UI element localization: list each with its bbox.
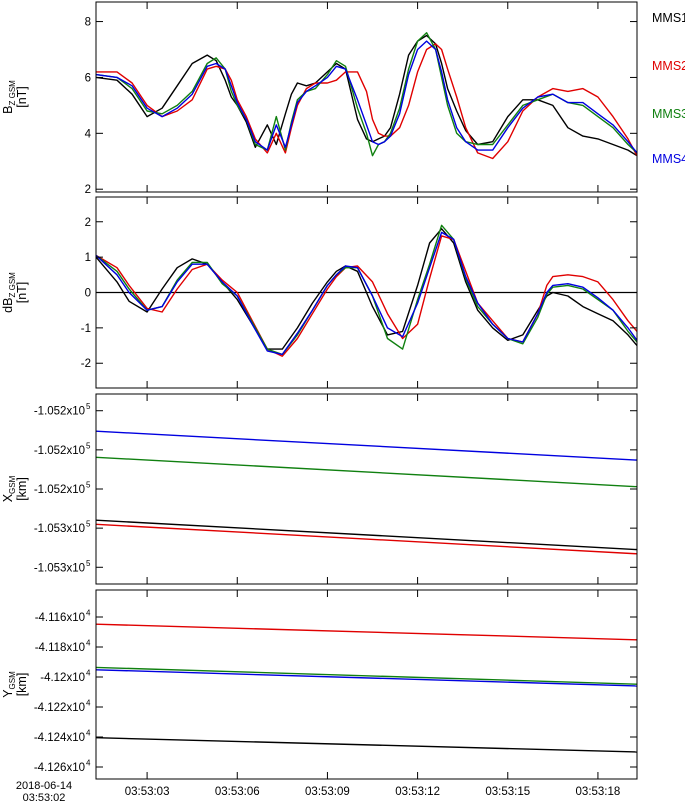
panel-dbz: -2 -1 0 1 2 dBZ GSM[nT] xyxy=(1,196,638,389)
series-mms2-line xyxy=(96,43,637,160)
y-tick-exponent: 4 xyxy=(86,669,91,678)
y-tick-label: -1.053x10 xyxy=(34,523,85,535)
x-tick-label: 03:53:12 xyxy=(395,786,440,798)
panel-frame xyxy=(95,589,638,780)
y-tick-label: 4 xyxy=(85,128,92,140)
series-group xyxy=(96,430,637,555)
series-mms3-line xyxy=(96,224,637,356)
y-tick-label: -1.052x10 xyxy=(34,484,85,496)
y-tick-label: -4.118x10 xyxy=(35,642,85,654)
y-tick-label: 0 xyxy=(85,288,91,300)
x-tick-label: 03:53:09 xyxy=(305,786,350,798)
panel-frame xyxy=(95,393,638,585)
y-axis-label-subscript: GSM xyxy=(8,475,17,494)
y-tick-label: 8 xyxy=(85,17,91,29)
y-axis-unit: [km] xyxy=(15,673,29,697)
x-tick-label: 03:53:18 xyxy=(576,786,621,798)
series-mms1-line xyxy=(96,519,637,551)
legend-mms2: MMS2 xyxy=(652,59,685,73)
y-tick-label: -1 xyxy=(81,323,91,335)
y-axis-label: YGSM xyxy=(1,671,17,698)
y-tick-label: -4.12x10 xyxy=(40,672,85,684)
y-axis-label-main: dB xyxy=(1,298,15,313)
y-tick-label: -1.053x10 xyxy=(34,562,85,574)
y-axis-label-main: X xyxy=(1,493,15,502)
time-axis: 2018-06-14 03:53:02 03:53:03 03:53:06 03:5… xyxy=(16,780,620,804)
series-mms3-line xyxy=(96,456,637,488)
date-label: 2018-06-14 xyxy=(16,780,72,792)
series-mms4-line xyxy=(96,231,637,356)
y-tick-label: -2 xyxy=(81,358,91,370)
series-mms4-line xyxy=(96,669,637,687)
series-mms1-line xyxy=(96,737,637,753)
y-axis-label-subscript: GSM xyxy=(8,671,17,690)
x-tick-label: 03:53:06 xyxy=(215,786,260,798)
legend-mms4: MMS4 xyxy=(652,152,685,166)
legend: MMS1 MMS2 MMS3 MMS4 xyxy=(652,11,685,166)
y-tick-exponent: 5 xyxy=(86,402,91,411)
series-mms4-line xyxy=(96,430,637,461)
y-axis-label-main: Y xyxy=(1,689,15,698)
y-tick-label: -4.116x10 xyxy=(35,612,85,624)
series-group xyxy=(96,224,637,357)
y-tick-exponent: 5 xyxy=(86,441,91,450)
y-axis-unit: [km] xyxy=(15,477,29,501)
y-axis-label-subscript: Z GSM xyxy=(8,80,17,106)
panel-bz: 2 4 6 8 BZ GSM[nT] xyxy=(1,1,638,196)
y-tick-label: -1.052x10 xyxy=(34,406,85,418)
panel-xgsm: -1.052x10 5-1.052x10 5-1.052x10 5-1.053x10 5… xyxy=(1,393,638,585)
y-tick-exponent: 4 xyxy=(86,729,91,738)
y-tick-label: 2 xyxy=(85,217,91,229)
y-tick-exponent: 5 xyxy=(86,520,91,529)
y-tick-exponent: 5 xyxy=(86,559,91,568)
y-axis-unit: [nT] xyxy=(15,86,29,108)
panel-frame xyxy=(95,1,638,193)
y-axis-label: XGSM xyxy=(1,475,17,502)
legend-mms3: MMS3 xyxy=(652,107,685,121)
y-tick-exponent: 4 xyxy=(86,759,91,768)
series-mms2-line xyxy=(96,235,637,357)
series-mms4-line xyxy=(96,40,637,154)
y-tick-exponent: 4 xyxy=(86,609,91,618)
series-group xyxy=(96,32,637,160)
y-tick-label: -4.122x10 xyxy=(34,702,85,714)
y-tick-label: -4.126x10 xyxy=(34,762,85,774)
y-tick-label: -1.052x10 xyxy=(34,445,85,457)
x-tick-label: 03:53:15 xyxy=(485,786,530,798)
y-axis-label: dBZ GSM xyxy=(1,272,17,313)
series-mms2-line xyxy=(96,523,637,555)
y-axis-label-main: B xyxy=(1,106,15,114)
legend-mms1: MMS1 xyxy=(652,11,685,25)
y-axis-unit: [nT] xyxy=(15,282,29,304)
x-tick-label: 03:53:03 xyxy=(125,786,170,798)
y-tick-label: -4.124x10 xyxy=(34,732,85,744)
y-tick-exponent: 4 xyxy=(86,699,91,708)
y-tick-label: 2 xyxy=(85,184,91,196)
start-time-label: 03:53:02 xyxy=(23,792,66,804)
y-tick-label: 6 xyxy=(85,72,91,84)
series-mms1-line xyxy=(96,228,637,350)
series-mms3-line xyxy=(96,32,637,157)
y-axis-label-subscript: Z GSM xyxy=(8,272,17,298)
y-tick-exponent: 5 xyxy=(86,481,91,490)
series-mms2-line xyxy=(96,623,637,641)
series-group xyxy=(96,623,637,753)
y-axis-label: BZ GSM xyxy=(1,80,17,114)
y-tick-exponent: 4 xyxy=(86,639,91,648)
y-tick-label: 1 xyxy=(85,252,91,264)
panel-ygsm: -4.116x10 4-4.118x10 4-4.12x10 4-4.122x10 4-… xyxy=(1,589,638,780)
series-mms3-line xyxy=(96,666,637,685)
